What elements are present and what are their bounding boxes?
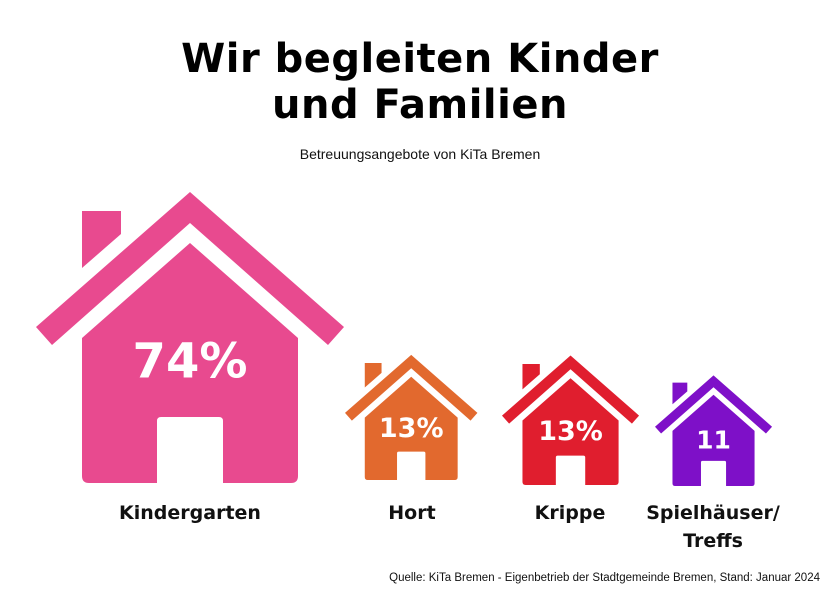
category-label: Hort — [312, 499, 512, 527]
house-chimney — [82, 211, 121, 268]
house-body — [672, 394, 755, 487]
source-note: Quelle: KiTa Bremen - Eigenbetrieb der S… — [389, 572, 820, 584]
house-roof — [655, 375, 773, 434]
house-body — [364, 376, 458, 480]
house-chimney — [364, 363, 382, 388]
category-label: Kindergarten — [90, 499, 290, 527]
house-body — [522, 378, 619, 485]
category-label-line: Kindergarten — [119, 502, 261, 524]
value-label: 74% — [133, 333, 248, 389]
title-line-2: und Familien — [272, 82, 568, 128]
category-label: Krippe — [470, 499, 670, 527]
house-roof — [36, 192, 344, 345]
house-3 — [502, 355, 640, 485]
house-chimney — [522, 363, 540, 390]
category-label-line: Treffs — [683, 530, 743, 552]
value-label: 13% — [379, 413, 444, 444]
category-label-line: Krippe — [534, 502, 606, 524]
category-label-line: Spielhäuser/ — [646, 502, 780, 524]
title-line-1: Wir begleiten Kinder — [181, 36, 659, 82]
house-4 — [655, 375, 773, 487]
category-label-line: Hort — [388, 502, 436, 524]
chart-subtitle: Betreuungsangebote von KiTa Bremen — [299, 146, 541, 162]
house-body — [82, 243, 298, 483]
house-chimney — [672, 382, 688, 405]
house-2 — [345, 354, 478, 480]
house-1 — [36, 192, 344, 483]
category-label: Spielhäuser/Treffs — [613, 499, 813, 555]
value-label: 11 — [696, 425, 731, 454]
house-roof — [502, 355, 640, 424]
chart-title: Wir begleiten Kinder und Familien — [0, 36, 840, 128]
house-roof — [345, 354, 478, 421]
value-label: 13% — [538, 416, 603, 447]
